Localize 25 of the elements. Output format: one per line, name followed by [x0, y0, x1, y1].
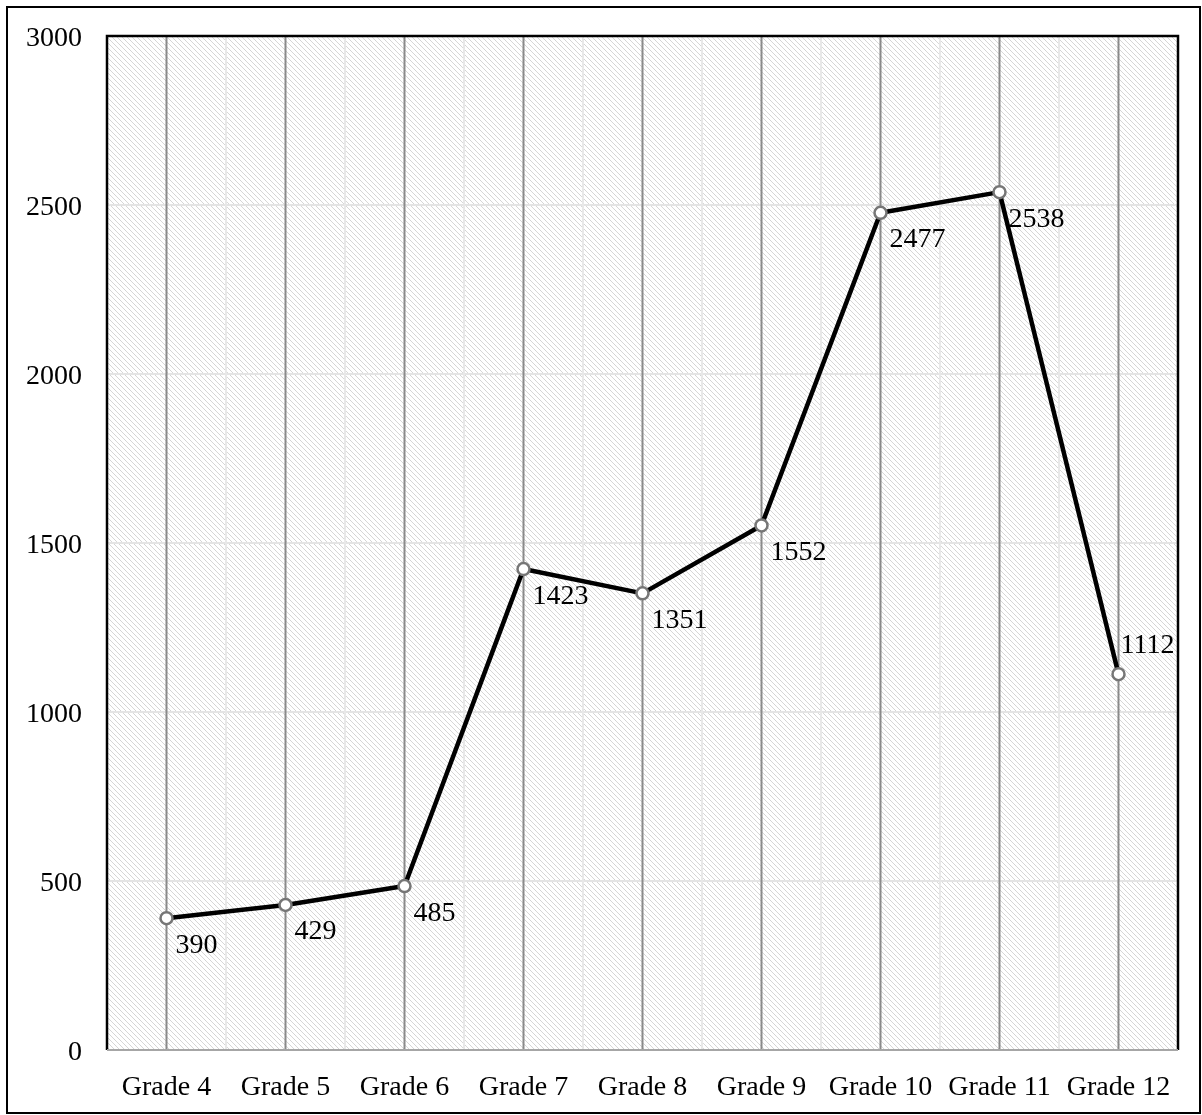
y-tick-label: 1000	[26, 696, 82, 728]
x-tick-label: Grade 5	[240, 1070, 331, 1101]
data-label: 2538	[1008, 201, 1065, 233]
x-tick-label: Grade 12	[1066, 1070, 1171, 1101]
x-tick-label: Grade 11	[948, 1070, 1051, 1101]
y-tick-label: 0	[68, 1034, 82, 1066]
x-tick-label: Grade 4	[121, 1070, 212, 1101]
y-tick-label: 2500	[26, 189, 82, 221]
x-tick-label: Grade 7	[478, 1070, 569, 1101]
x-tick-label: Grade 9	[716, 1070, 807, 1101]
data-label: 429	[294, 914, 337, 946]
data-label: 485	[413, 895, 456, 927]
data-label: 1112	[1120, 627, 1175, 659]
data-label: 1552	[770, 534, 827, 566]
data-label: 2477	[889, 222, 946, 254]
y-tick-label: 1500	[26, 527, 82, 559]
x-tick-label: Grade 8	[597, 1070, 688, 1101]
y-tick-label: 3000	[26, 20, 82, 52]
x-tick-label: Grade 10	[828, 1070, 933, 1101]
y-tick-label: 2000	[26, 358, 82, 390]
y-tick-label: 500	[40, 865, 82, 897]
data-label: 390	[175, 927, 218, 959]
x-tick-label: Grade 6	[359, 1070, 450, 1101]
data-label: 1423	[532, 578, 589, 610]
data-label: 1351	[651, 602, 708, 634]
